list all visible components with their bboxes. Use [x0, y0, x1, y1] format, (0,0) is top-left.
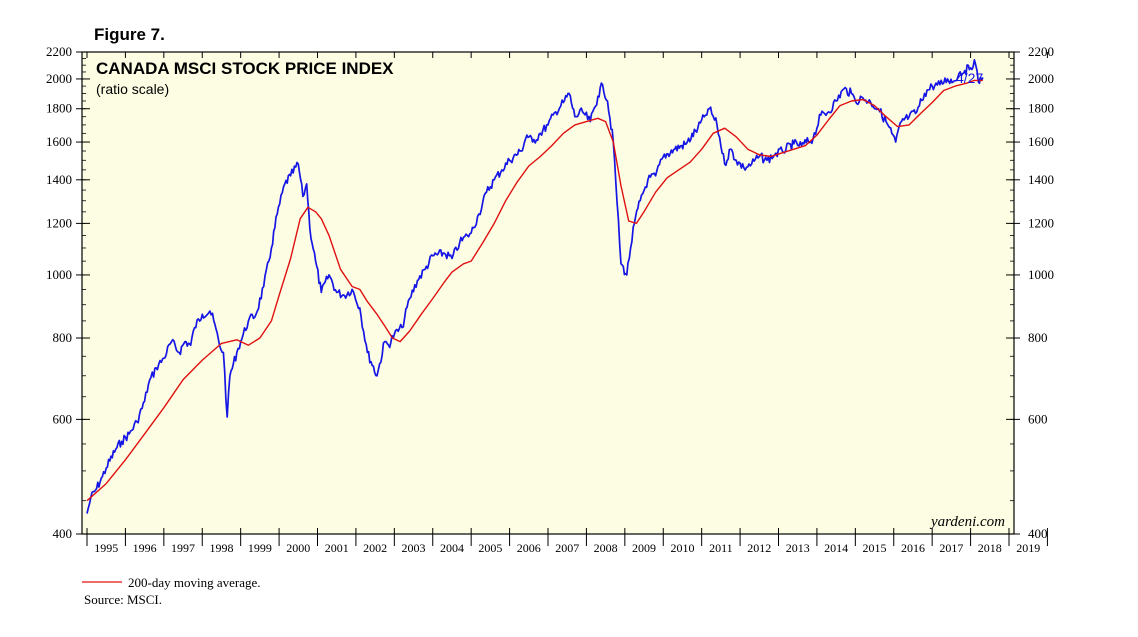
series-layer: [86, 58, 984, 514]
y-tick-label: 1200: [1028, 215, 1054, 230]
x-tick-label: 2019: [1016, 541, 1040, 555]
y-tick-label: 1800: [46, 101, 72, 116]
watermark: yardeni.com: [929, 514, 1005, 530]
y-tick-label: 400: [1028, 526, 1048, 541]
x-tick-label: 2012: [747, 541, 771, 555]
x-tick-label: 1995: [94, 541, 118, 555]
x-tick-label: 2011: [709, 541, 733, 555]
x-tick-label: 2007: [555, 541, 579, 555]
x-tick-label: 1999: [248, 541, 272, 555]
chart-subtitle: (ratio scale): [96, 81, 169, 97]
x-axis: 1995 1996 1997 1998 1999 2000 2001 2002 2003 2004…: [94, 541, 1040, 555]
y-tick-label: 1200: [46, 215, 72, 230]
x-tick-label: 2001: [325, 541, 349, 555]
legend-label-ma: 200-day moving average.: [128, 575, 260, 590]
x-tick-label: 2008: [594, 541, 618, 555]
x-tick-label: 2017: [939, 541, 963, 555]
x-tick-label: 2005: [478, 541, 502, 555]
y-tick-label: 400: [53, 526, 73, 541]
x-tick-label: 1997: [171, 541, 195, 555]
x-tick-label: 1998: [209, 541, 233, 555]
y-tick-label: 2000: [1028, 71, 1054, 86]
chart-title: CANADA MSCI STOCK PRICE INDEX: [96, 59, 394, 78]
y-tick-label: 800: [1028, 330, 1048, 345]
axis-ticks: [76, 51, 1048, 546]
y-tick-label: 1600: [1028, 134, 1054, 149]
figure-label: Figure 7.: [94, 25, 165, 44]
y-axis-right: 400 600 800 1000 1200 1400 1600 1800 2000 2200: [1028, 44, 1054, 541]
series-line-price: [86, 58, 984, 514]
x-tick-label: 2003: [402, 541, 426, 555]
source-note: Source: MSCI.: [84, 592, 162, 607]
series-line-moving-average: [86, 79, 983, 502]
x-tick-label: 2014: [824, 541, 848, 555]
x-tick-label: 2000: [286, 541, 310, 555]
x-tick-label: 2016: [901, 541, 925, 555]
y-tick-label: 800: [53, 330, 73, 345]
x-tick-label: 2010: [670, 541, 694, 555]
y-tick-label: 1800: [1028, 101, 1054, 116]
x-tick-label: 2002: [363, 541, 387, 555]
x-tick-label: 2009: [632, 541, 656, 555]
x-tick-label: 2006: [517, 541, 541, 555]
y-tick-label: 600: [1028, 411, 1048, 426]
y-tick-label: 600: [53, 411, 73, 426]
y-tick-label: 1400: [1028, 172, 1054, 187]
y-tick-label: 2200: [46, 44, 72, 59]
y-axis-left: 400 600 800 1000 1200 1400 1600 1800 2000 2200: [46, 44, 72, 541]
x-tick-label: 2015: [863, 541, 887, 555]
y-tick-label: 1600: [46, 134, 72, 149]
x-tick-label: 1996: [133, 541, 157, 555]
y-tick-label: 1000: [46, 267, 72, 282]
y-tick-label: 1400: [46, 172, 72, 187]
plot-area: [81, 51, 1015, 535]
y-tick-label: 1000: [1028, 267, 1054, 282]
x-tick-label: 2018: [978, 541, 1002, 555]
y-tick-label: 2200: [1028, 44, 1054, 59]
y-tick-label: 2000: [46, 71, 72, 86]
last-value-label: 4/27: [956, 70, 983, 86]
x-tick-label: 2013: [786, 541, 810, 555]
x-tick-label: 2004: [440, 541, 464, 555]
